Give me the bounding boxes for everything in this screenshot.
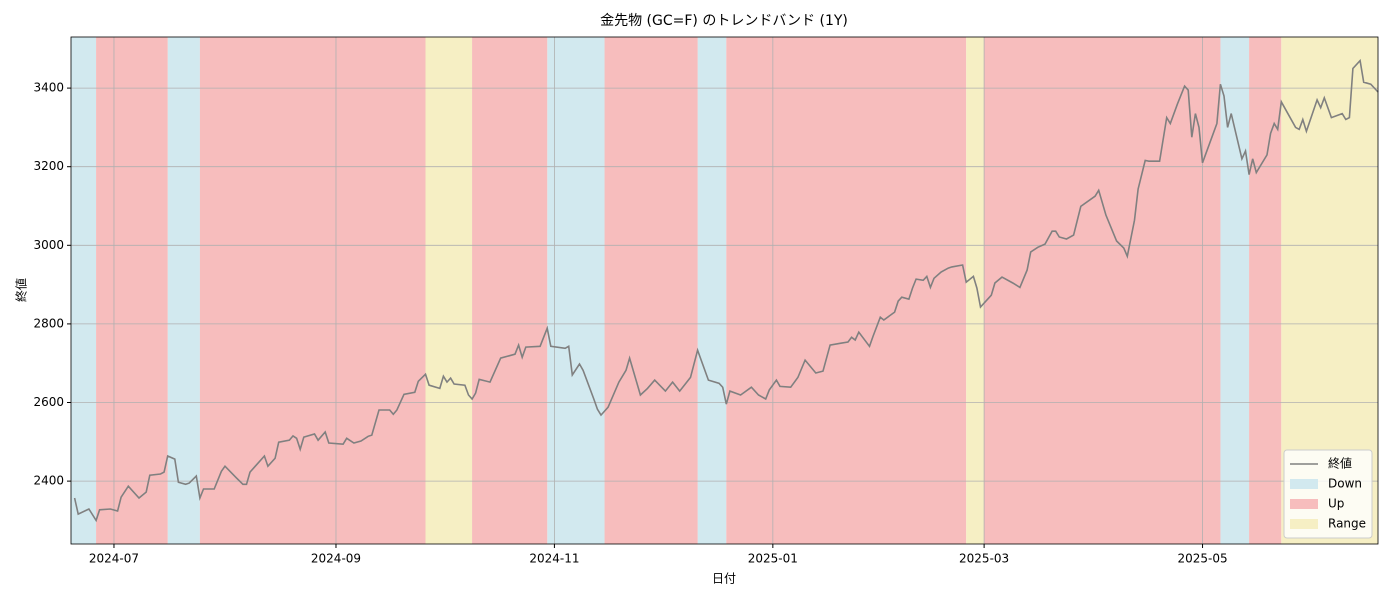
legend: 終値 Down Up Range — [1283, 449, 1373, 539]
trend-band — [425, 37, 473, 544]
x-tick-label: 2025-05 — [1177, 552, 1227, 566]
trend-band — [199, 37, 426, 544]
legend-label: 終値 — [1328, 456, 1352, 471]
y-tick-label: 3400 — [33, 81, 64, 95]
trend-band — [1249, 37, 1282, 544]
y-tick-label: 2600 — [33, 395, 64, 409]
trend-band — [71, 37, 97, 544]
legend-label: Down — [1328, 477, 1362, 491]
legend-swatch — [1290, 499, 1318, 509]
trend-band — [96, 37, 168, 544]
y-axis-label: 終値 — [14, 278, 29, 302]
x-tick-label: 2025-03 — [959, 552, 1009, 566]
x-tick-label: 2024-09 — [311, 552, 361, 566]
trend-band — [1220, 37, 1250, 544]
plot-frame — [70, 36, 1379, 545]
x-tick-label: 2025-01 — [748, 552, 798, 566]
trend-band — [167, 37, 200, 544]
legend-label: Up — [1328, 497, 1344, 511]
trend-band — [472, 37, 548, 544]
legend-swatch — [1290, 519, 1318, 529]
x-tick-label: 2024-07 — [89, 552, 139, 566]
y-tick-label: 3200 — [33, 159, 64, 173]
chart-title: 金先物 (GC=F) のトレンドバンド (1Y) — [600, 13, 848, 29]
trend-band — [984, 37, 1221, 544]
y-tick-label: 2800 — [33, 316, 64, 330]
trend-band — [697, 37, 727, 544]
trend-band — [604, 37, 698, 544]
x-tick-label: 2024-11 — [529, 552, 579, 566]
y-tick-label: 3000 — [33, 238, 64, 252]
legend-swatch — [1290, 479, 1318, 489]
trend-band — [726, 37, 967, 544]
trend-band — [966, 37, 985, 544]
legend-box — [1283, 449, 1373, 539]
trend-band — [547, 37, 605, 544]
price-line — [73, 58, 1379, 523]
y-tick-label: 2400 — [33, 474, 64, 488]
legend-label: Range — [1328, 517, 1366, 531]
x-axis-label: 日付 — [712, 572, 736, 586]
